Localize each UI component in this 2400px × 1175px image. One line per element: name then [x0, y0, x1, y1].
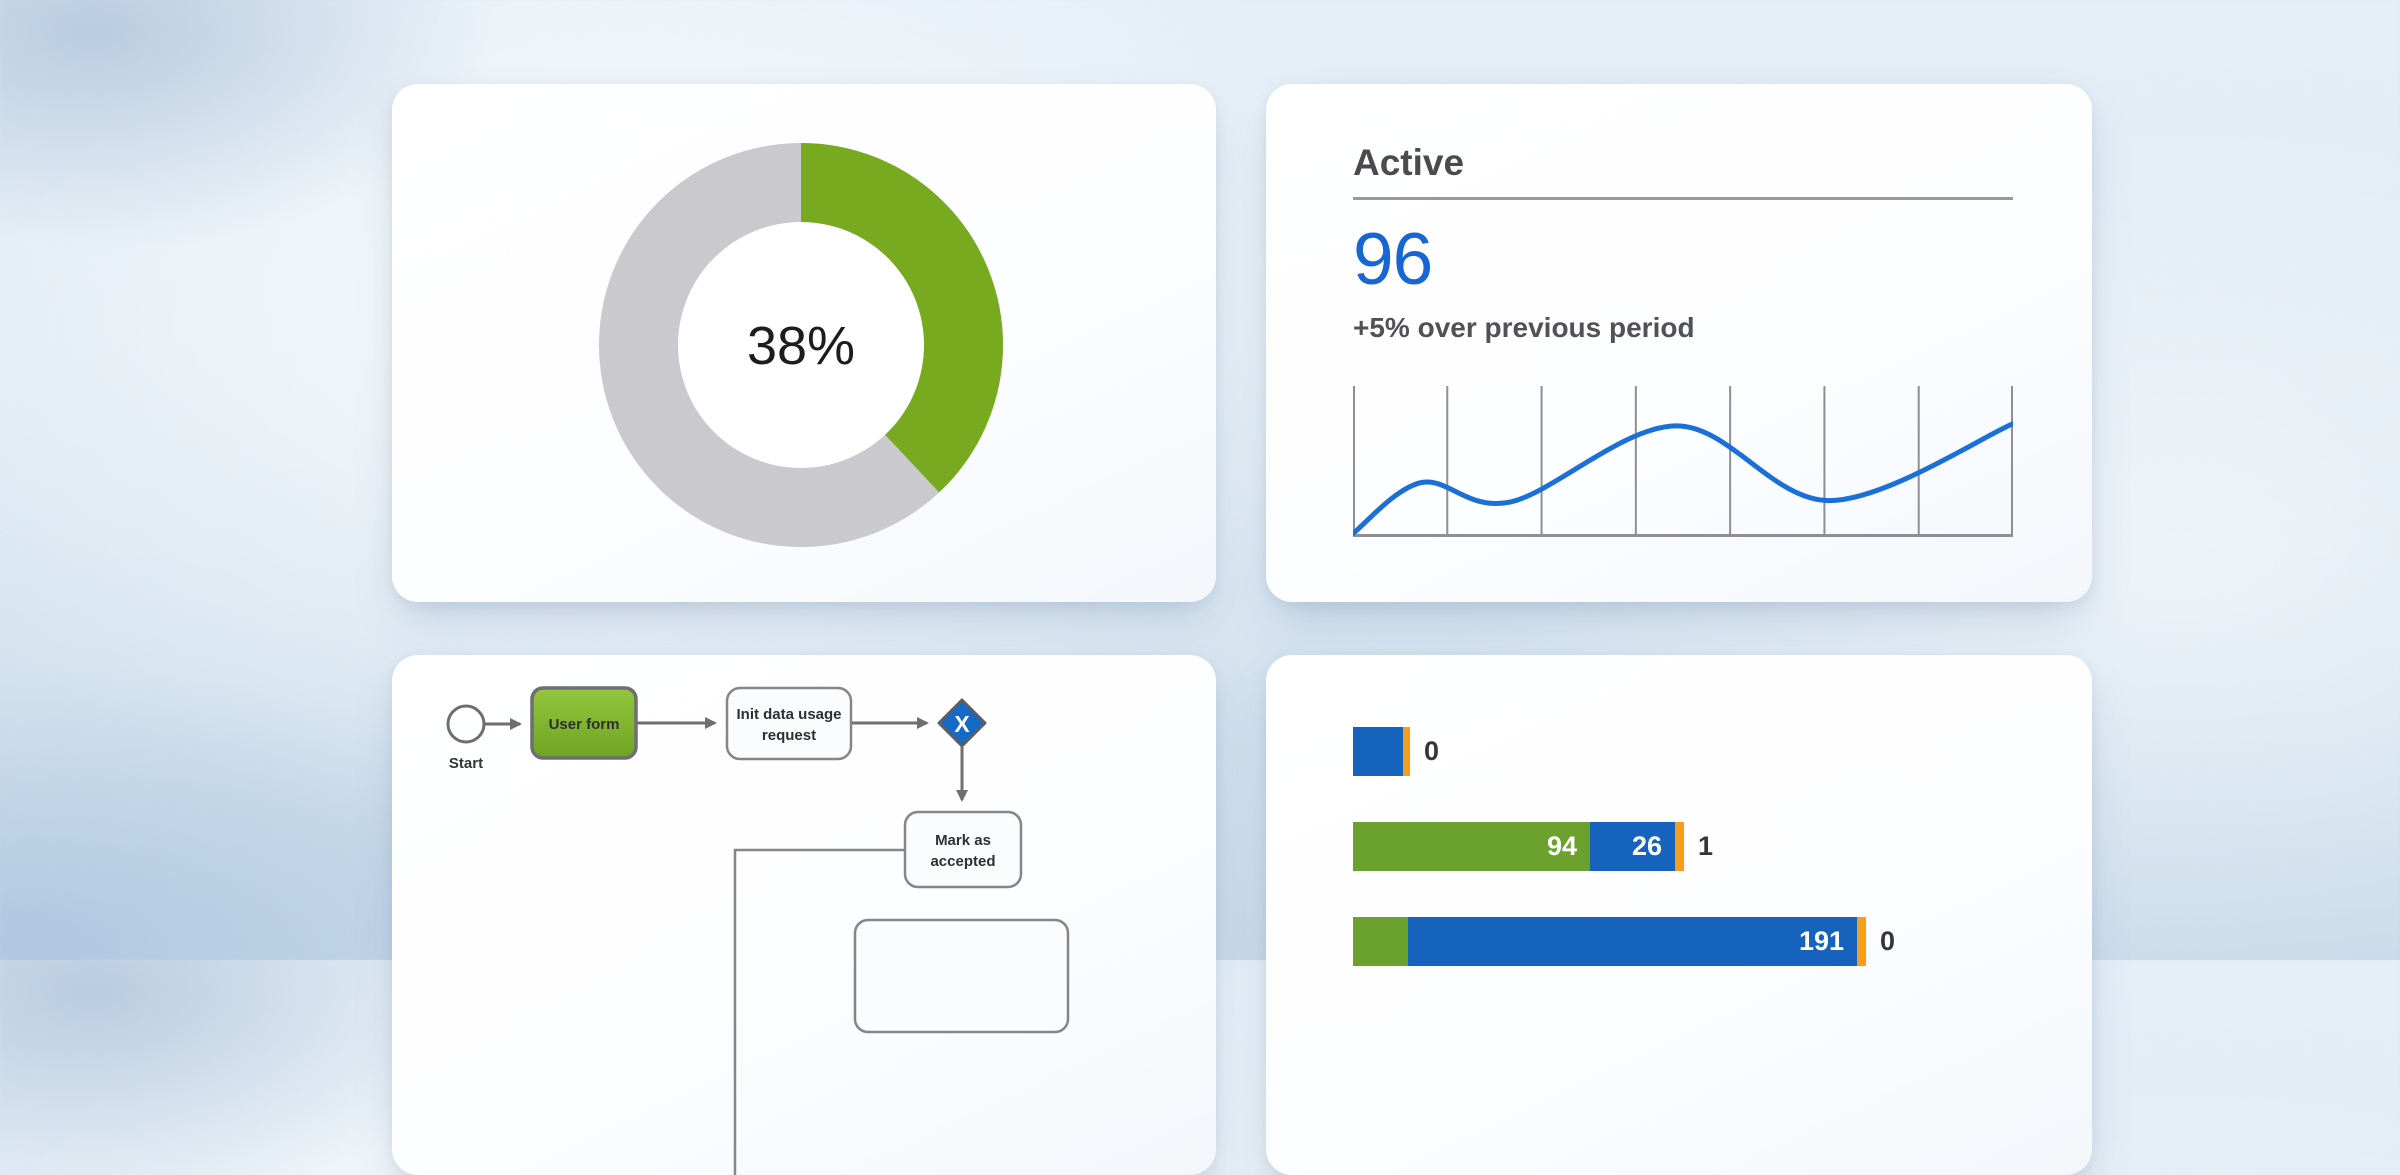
- bar-segment: [1403, 727, 1410, 776]
- bar-row: 0: [1353, 727, 1895, 776]
- donut-center-label: 38%: [747, 316, 855, 376]
- donut-hole: [678, 222, 924, 468]
- card-active-count[interactable]: Active 96 +5% over previous period: [1266, 84, 2092, 602]
- trend-gridlines: [1353, 386, 2013, 535]
- bar-outside-label: 0: [1880, 926, 1896, 956]
- card-status-bars[interactable]: 0 94 26 1 191 0: [1266, 655, 2092, 1175]
- bars-container: 0 94 26 1 191 0: [1353, 727, 1895, 966]
- task-init-request-label-line2: request: [762, 727, 816, 744]
- start-event-label: Start: [449, 755, 483, 772]
- bar-outside-label: 1: [1698, 831, 1714, 861]
- bar-segment: 191: [1408, 917, 1857, 966]
- task-mark-accepted: [903, 810, 1023, 889]
- bar-segment: [1857, 917, 1866, 966]
- active-divider: [1353, 197, 2013, 200]
- trend-curve: [1353, 421, 2013, 536]
- bar-segment: [1675, 822, 1684, 871]
- task-user-form-label: User form: [549, 716, 620, 733]
- bar-inside-label: 191: [1798, 926, 1844, 956]
- active-subtitle: +5% over previous period: [1353, 312, 1695, 343]
- bar-inside-label: 26: [1631, 831, 1662, 861]
- start-event-circle: [446, 704, 486, 744]
- task-partial-bottom: [853, 918, 1070, 1034]
- bar-inside-label: 94: [1546, 831, 1577, 861]
- card-process-diagram[interactable]: Start User form Init data usage request …: [392, 655, 1216, 1175]
- active-value: 96: [1353, 219, 1433, 300]
- bar-segment: [1353, 917, 1408, 966]
- card-completion-rate[interactable]: 38%: [392, 84, 1216, 602]
- task-mark-accepted-label-line2: accepted: [930, 853, 995, 870]
- task-init-request: [725, 686, 853, 761]
- donut-chart: 38%: [599, 143, 1003, 547]
- bar-segment: 94: [1353, 822, 1590, 871]
- gateway-x-label: X: [954, 711, 970, 737]
- process-diagram: Start User form Init data usage request …: [446, 686, 1070, 1175]
- bar-outside-label: 0: [1424, 736, 1440, 766]
- active-title: Active: [1353, 142, 1465, 183]
- bar-segment: [1353, 727, 1403, 776]
- task-init-request-label-line1: Init data usage: [736, 706, 841, 723]
- bar-row: 191 0: [1353, 917, 1895, 966]
- active-trend-chart: [1353, 386, 2013, 537]
- bar-row: 94 26 1: [1353, 822, 1895, 871]
- donut-value-arc: [599, 143, 1003, 547]
- task-mark-accepted-label-line1: Mark as: [935, 832, 991, 849]
- bar-segment: 26: [1590, 822, 1675, 871]
- task-user-form: [530, 686, 638, 760]
